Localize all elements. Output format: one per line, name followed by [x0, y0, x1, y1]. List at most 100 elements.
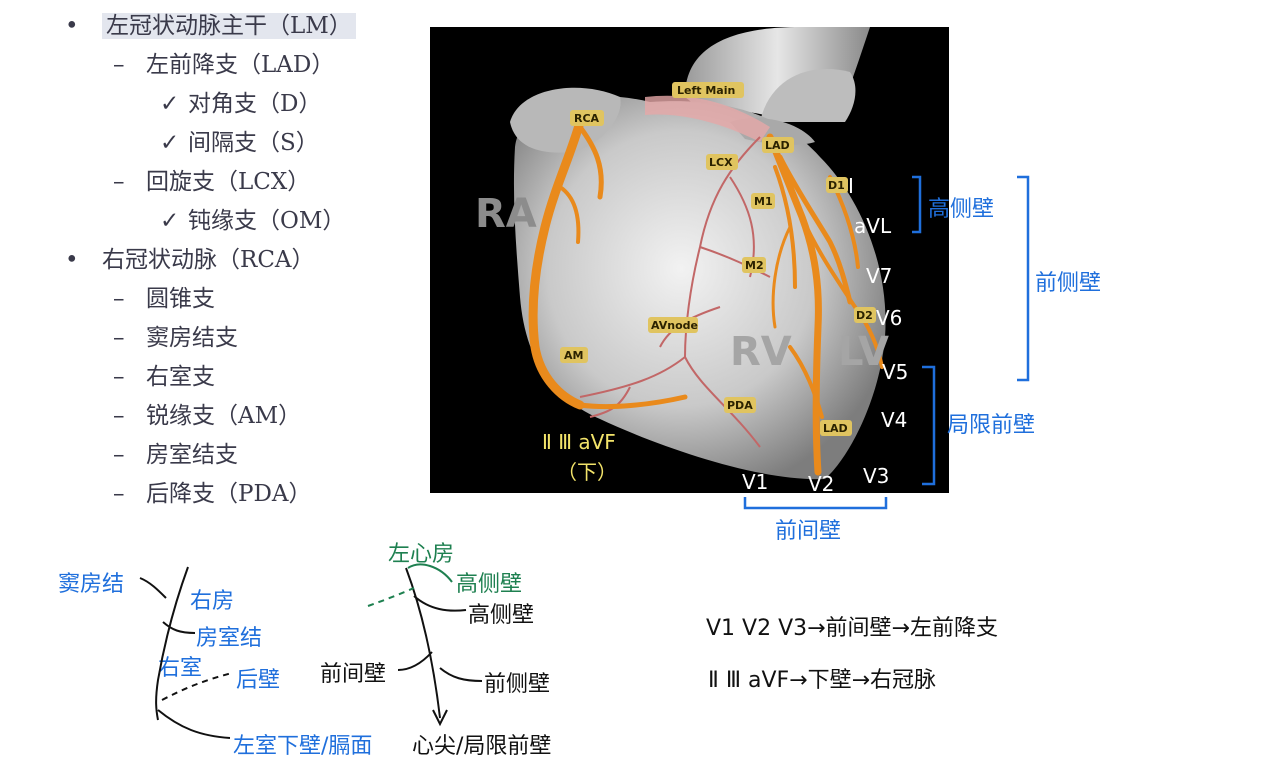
svg-text:PDA: PDA: [727, 399, 753, 412]
tree-label-av-node: 房室结: [196, 626, 263, 651]
artery-list-text: 后降支（PDA）: [146, 481, 312, 507]
lead-v2: V2: [808, 472, 834, 493]
lead-v1: V1: [742, 470, 768, 493]
artery-list-item: – 右室支: [113, 357, 215, 391]
bracket-anteroseptal: [743, 497, 888, 510]
tree-label-anteroseptal: 前间壁: [320, 662, 387, 687]
heart-diagram: RA RV LV Left Main RCA LAD LCX D1 M1 M2 …: [430, 27, 949, 493]
artery-list-marker: –: [113, 169, 125, 195]
lead-v5: V5: [882, 360, 908, 384]
lead-v6: V6: [876, 306, 902, 330]
vessel-tag-pda: PDA: [724, 397, 756, 413]
artery-list-item: ✓ 钝缘支（OM）: [160, 201, 345, 235]
vessel-tag-lad-bottom: LAD: [820, 420, 852, 436]
artery-list-text: 右冠状动脉（RCA）: [102, 247, 315, 273]
vessel-tag-rca: RCA: [570, 110, 604, 126]
vessel-tag-m2: M2: [742, 257, 766, 273]
tree-label-anterolateral: 前侧壁: [484, 672, 551, 697]
artery-list-marker: ✓: [160, 91, 180, 117]
artery-list-item: ✓ 间隔支（S）: [160, 123, 319, 157]
lead-v4: V4: [881, 408, 907, 432]
inferior-leads: Ⅱ Ⅲ aVF: [542, 430, 616, 454]
svg-text:D2: D2: [856, 309, 873, 322]
artery-list-item: – 锐缘支（AM）: [113, 396, 301, 430]
tree-label-sa-node: 窦房结: [58, 572, 125, 597]
artery-list-marker: –: [113, 286, 125, 312]
artery-list-text: 锐缘支（AM）: [146, 403, 302, 429]
vessel-tag-d1: D1: [826, 177, 848, 193]
wall-label-anteroseptal: 前间壁: [775, 519, 842, 544]
wall-label-high-lateral: 高侧壁: [928, 197, 995, 222]
vessel-tag-d2: D2: [854, 307, 876, 323]
artery-list-marker: –: [113, 403, 125, 429]
svg-text:RCA: RCA: [574, 112, 600, 125]
lead-avl: aVL: [854, 214, 892, 238]
svg-text:LCX: LCX: [709, 156, 733, 169]
vessel-tag-am: AM: [560, 347, 588, 363]
artery-list-text: 房室结支: [146, 442, 238, 468]
artery-list-marker: ✓: [160, 208, 180, 234]
right-atrium-shape: [510, 87, 621, 153]
artery-list-text: 右室支: [146, 364, 215, 390]
artery-list-text: 左前降支（LAD）: [146, 52, 335, 78]
artery-list-marker: –: [113, 442, 125, 468]
artery-list-text: 回旋支（LCX）: [146, 169, 311, 195]
svg-text:Left Main: Left Main: [677, 84, 735, 97]
lv-label: LV: [838, 329, 889, 375]
svg-text:M1: M1: [754, 195, 773, 208]
vessel-tag-m1: M1: [751, 193, 775, 209]
lead-v3: V3: [863, 464, 889, 488]
artery-list-item: – 后降支（PDA）: [113, 474, 312, 508]
artery-list-item: – 房室结支: [113, 435, 238, 469]
tree-label-high-lateral-green: 高侧壁: [456, 572, 523, 597]
artery-list-text: 钝缘支（OM）: [188, 208, 346, 234]
artery-list-item: – 窦房结支: [113, 318, 238, 352]
equation-anteroseptal: V1 V2 V3→前间壁→左前降支: [706, 616, 998, 641]
tree-label-right-atrium: 右房: [190, 589, 235, 614]
vessel-tag-lad-top: LAD: [762, 137, 794, 153]
artery-list-text: 对角支（D）: [188, 91, 322, 117]
artery-list-marker: –: [113, 325, 125, 351]
artery-list-text: 窦房结支: [146, 325, 238, 351]
artery-list-text: 左冠状动脉主干（LM）: [102, 13, 356, 39]
artery-list-marker: ✓: [160, 130, 180, 156]
svg-text:M2: M2: [745, 259, 764, 272]
artery-list-marker: –: [113, 52, 125, 78]
artery-list-item: – 左前降支（LAD）: [113, 45, 334, 79]
pulmonary-shape: [760, 69, 856, 122]
tree-label-high-lateral: 高侧壁: [468, 603, 535, 628]
left-dashed-stroke: [367, 587, 415, 607]
tree-label-posterior-wall: 后壁: [236, 668, 281, 693]
lead-i: I: [848, 174, 854, 198]
svg-text:AM: AM: [564, 349, 583, 362]
arteries: [528, 117, 884, 476]
equation-inferior: Ⅱ Ⅲ aVF→下壁→右冠脉: [708, 668, 937, 693]
wall-label-anterolateral: 前侧壁: [1035, 271, 1102, 296]
left-main-band: [645, 95, 770, 142]
rv-label: RV: [730, 329, 792, 375]
artery-list-item: • 右冠状动脉（RCA）: [65, 240, 315, 274]
vessel-tag-left-main: Left Main: [672, 82, 744, 98]
ra-label: RA: [475, 191, 537, 237]
artery-list-item: ✓ 对角支（D）: [160, 84, 321, 118]
artery-list-marker: •: [65, 247, 79, 273]
tree-label-left-atrium: 左心房: [388, 542, 455, 567]
artery-list-text: 间隔支（S）: [188, 130, 319, 156]
svg-text:LAD: LAD: [823, 422, 848, 435]
artery-list-text: 圆锥支: [146, 286, 215, 312]
vessel-tag-lcx: LCX: [706, 154, 738, 170]
svg-text:AVnode: AVnode: [651, 319, 698, 332]
inferior-note: （下）: [557, 460, 617, 484]
bracket-anterolateral: [1017, 175, 1030, 382]
artery-list-item: – 圆锥支: [113, 279, 215, 313]
lead-v7: V7: [866, 264, 892, 288]
artery-list-item: • 左冠状动脉主干（LM）: [65, 6, 356, 40]
wall-label-limited-anterior: 局限前壁: [947, 413, 1036, 438]
artery-list-marker: –: [113, 481, 125, 507]
svg-text:LAD: LAD: [765, 139, 790, 152]
vessel-tag-av-node: AVnode: [648, 317, 698, 333]
tree-label-apex: 心尖/局限前壁: [412, 734, 552, 759]
artery-list-marker: •: [65, 13, 79, 39]
tree-label-lv-inferior: 左室下壁/膈面: [233, 734, 373, 759]
tree-label-right-ventricle: 右室: [158, 656, 203, 681]
